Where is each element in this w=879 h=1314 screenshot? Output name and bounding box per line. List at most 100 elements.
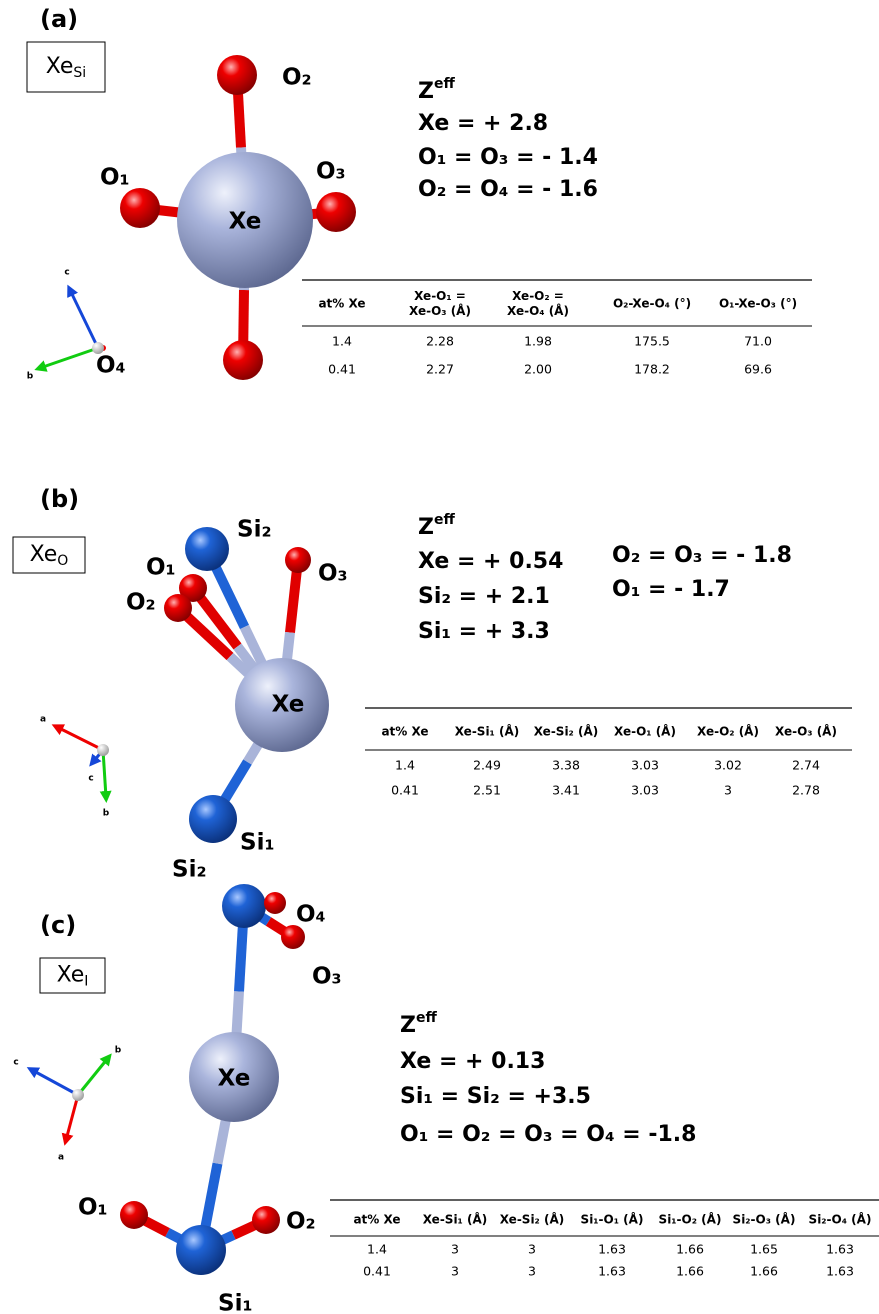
atom-label: O₂ [282, 65, 312, 91]
table-cell: 3.38 [552, 758, 580, 773]
charge: O₁ = O₃ = - 1.4 [418, 145, 598, 170]
table-cell: 1.4 [395, 758, 415, 773]
axis-arrow [99, 749, 112, 803]
atom [252, 1206, 280, 1234]
site-sub: Si [73, 65, 86, 81]
site-base: Xe [57, 963, 85, 988]
axis-arrow [61, 1094, 80, 1146]
charge: O₁ = - 1.7 [612, 577, 730, 602]
axis-origin [92, 342, 104, 354]
table-cell: 1.66 [750, 1264, 778, 1279]
table-header: O₁-Xe-O₃ (°) [719, 297, 797, 311]
axis-arrow [34, 346, 99, 372]
atom [177, 152, 313, 288]
site-label: XeSi [46, 54, 86, 81]
charge: O₂ = O₄ = - 1.6 [418, 177, 598, 202]
table-cell: 178.2 [634, 362, 670, 377]
table-cell: 0.41 [391, 783, 419, 798]
atom-label: O₂ [286, 1209, 316, 1235]
axis-letter: b [115, 1046, 122, 1056]
table-header: O₂-Xe-O₄ (°) [613, 297, 691, 311]
atom-label: O₃ [312, 964, 342, 990]
zeff-sup: eff [434, 512, 455, 528]
atom-label: Si₂ [172, 857, 207, 883]
atom [179, 574, 207, 602]
table-header: Xe-O₄ (Å) [507, 303, 569, 318]
site-sub: I [84, 974, 88, 990]
atom [189, 795, 237, 843]
table-cell: 3 [451, 1264, 459, 1279]
atom [164, 594, 192, 622]
atom [120, 188, 160, 228]
site-sub: O [57, 553, 68, 569]
atom [222, 884, 266, 928]
table-header: Xe-Si₁ (Å) [455, 724, 520, 739]
table-cell: 1.66 [676, 1264, 704, 1279]
panel-label: (b) [40, 485, 79, 513]
charge: Si₁ = Si₂ = +3.5 [400, 1084, 591, 1109]
table-header: Xe-Si₁ (Å) [423, 1212, 488, 1227]
table-cell: 1.63 [598, 1264, 626, 1279]
charge: Xe = + 2.8 [418, 111, 548, 136]
atom-label: Si₁ [218, 1291, 253, 1314]
zeff-base: Z [418, 515, 434, 540]
table-cell: 3 [528, 1242, 536, 1257]
charge: Xe = + 0.13 [400, 1049, 545, 1074]
atom [223, 340, 263, 380]
panel-label: (c) [40, 911, 76, 939]
table-cell: 1.4 [332, 334, 352, 349]
table-header: Xe-O₁ = [414, 289, 466, 303]
atom-label: O₂ [126, 590, 156, 616]
table-cell: 3.41 [552, 783, 580, 798]
atom [217, 55, 257, 95]
atom [264, 892, 286, 914]
zeff-sup: eff [434, 76, 455, 92]
atom-label: O₁ [78, 1195, 108, 1221]
site-box [26, 41, 106, 93]
site-box [39, 957, 106, 994]
atom-label: O₁ [100, 165, 130, 191]
table-cell: 2.28 [426, 334, 454, 349]
atom [176, 1225, 226, 1275]
site-box [12, 536, 86, 574]
atom [285, 547, 311, 573]
atom [235, 658, 329, 752]
site-label: XeO [30, 542, 69, 569]
atom-label: Xe [229, 209, 262, 235]
charge: O₂ = O₃ = - 1.8 [612, 543, 792, 568]
axis-letter: b [103, 809, 110, 819]
table-header: Xe-Si₂ (Å) [534, 724, 599, 739]
table-header: Si₁-O₂ (Å) [659, 1212, 722, 1227]
table-header: Xe-O₂ = [512, 289, 564, 303]
table-header: Si₂-O₃ (Å) [733, 1212, 796, 1227]
atom [185, 527, 229, 571]
axis-arrow [26, 1067, 79, 1097]
table-cell: 2.78 [792, 783, 820, 798]
atom [281, 925, 305, 949]
table-header: Xe-Si₂ (Å) [500, 1212, 565, 1227]
table-cell: 0.41 [328, 362, 356, 377]
site-label: XeI [57, 963, 89, 990]
table-cell: 2.51 [473, 783, 501, 798]
table-header: at% Xe [318, 297, 365, 311]
table-header: Si₂-O₄ (Å) [809, 1212, 872, 1227]
charge: O₁ = O₂ = O₃ = O₄ = -1.8 [400, 1122, 696, 1147]
axis-letter: c [64, 268, 69, 278]
table-header: at% Xe [381, 725, 428, 739]
axis-letter: a [58, 1153, 64, 1163]
atom-label: O₁ [146, 555, 176, 581]
atom [189, 1032, 279, 1122]
table-cell: 3 [528, 1264, 536, 1279]
atom-label: Xe [272, 692, 305, 718]
axis-origin [97, 744, 109, 756]
axis-arrow [51, 724, 104, 752]
table-header: Si₁-O₁ (Å) [581, 1212, 644, 1227]
table-cell: 3.03 [631, 783, 659, 798]
axis-arrow [76, 1053, 112, 1096]
atom [120, 1201, 148, 1229]
panel-label: (a) [40, 5, 78, 33]
zeff-label: Zeff [400, 1010, 437, 1038]
table-header: at% Xe [353, 1213, 400, 1227]
